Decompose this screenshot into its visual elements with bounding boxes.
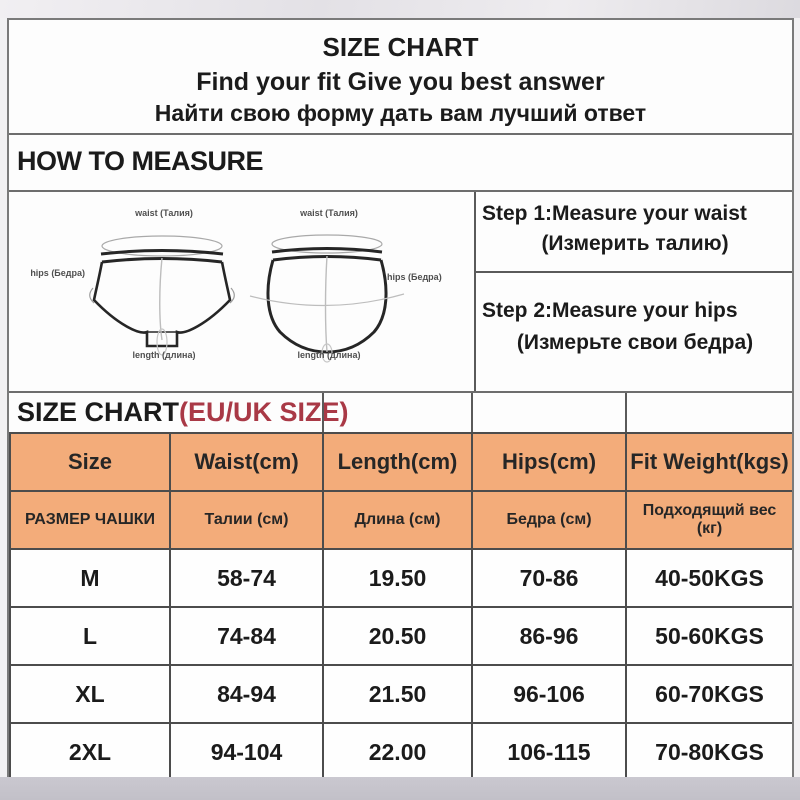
divider — [9, 190, 792, 192]
cell-hips: 106-115 — [471, 722, 627, 777]
size-chart-heading-row: SIZE CHART(EU/UK SIZE) — [9, 393, 792, 432]
heading-cell-divider — [625, 393, 627, 432]
size-table: Size Waist(cm) Length(cm) Hips(cm) Fit W… — [9, 432, 792, 777]
table-header-row-en: Size Waist(cm) Length(cm) Hips(cm) Fit W… — [9, 432, 792, 492]
size-chart-heading-red: (EU/UK SIZE) — [179, 397, 349, 427]
front-length-label: length (длина) — [132, 350, 196, 360]
cell-size: XL — [9, 664, 171, 724]
header-waist-ru: Талии (см) — [169, 490, 324, 550]
cell-hips: 96-106 — [471, 664, 627, 724]
table-row: L 74-84 20.50 86-96 50-60KGS — [9, 606, 792, 666]
cell-weight: 40-50KGS — [625, 548, 792, 608]
cell-waist: 94-104 — [169, 722, 324, 777]
front-panty-diagram — [89, 235, 235, 356]
step-2-text-en: Step 2:Measure your hips — [482, 299, 738, 322]
title-block: SIZE CHART Find your fit Give you best a… — [9, 20, 792, 133]
step-1-text-en: Step 1:Measure your waist — [482, 202, 747, 225]
cell-waist: 84-94 — [169, 664, 324, 724]
subtitle-russian: Найти свою форму дать вам лучший ответ — [154, 100, 647, 126]
cell-waist: 74-84 — [169, 606, 324, 666]
table-row: 2XL 94-104 22.00 106-115 70-80KGS — [9, 722, 792, 777]
subtitle-english: Find your fit Give you best answer — [196, 68, 605, 96]
cell-size: L — [9, 606, 171, 666]
header-size-ru: РАЗМЕР ЧАШКИ — [9, 490, 171, 550]
steps-column: Step 1:Measure your waist (Измерить тали… — [474, 192, 792, 391]
heading-cell-divider — [471, 393, 473, 432]
cell-length: 19.50 — [322, 548, 473, 608]
measure-diagram-section: waist (Талия) waist (Талия) hips (Бедра)… — [9, 192, 792, 391]
cell-hips: 86-96 — [471, 606, 627, 666]
size-chart-heading: SIZE CHART(EU/UK SIZE) — [17, 397, 349, 428]
cell-size: 2XL — [9, 722, 171, 777]
how-to-measure-heading: HOW TO MEASURE — [17, 146, 264, 176]
how-to-measure-row: HOW TO MEASURE — [9, 135, 792, 190]
size-chart-heading-black: SIZE CHART — [17, 397, 179, 427]
header-hips-ru: Бедра (см) — [471, 490, 627, 550]
back-hips-label: hips (Бедра) — [387, 272, 442, 282]
header-size: Size — [9, 432, 171, 492]
background-top-strip — [0, 0, 800, 18]
back-length-label: length (длина) — [297, 350, 361, 360]
cell-length: 21.50 — [322, 664, 473, 724]
heading-cell-divider — [322, 393, 324, 432]
header-waist: Waist(cm) — [169, 432, 324, 492]
header-length: Length(cm) — [322, 432, 473, 492]
cell-length: 22.00 — [322, 722, 473, 777]
front-waist-label: waist (Талия) — [135, 208, 193, 218]
divider — [9, 133, 792, 135]
header-weight-ru: Подходящий вес (кг) — [625, 490, 792, 550]
cell-hips: 70-86 — [471, 548, 627, 608]
header-weight: Fit Weight(kgs) — [625, 432, 792, 492]
back-panty-diagram — [249, 234, 405, 363]
step-1-text-ru: (Измерить талию) — [541, 232, 729, 255]
divider — [9, 391, 792, 393]
header-length-ru: Длина (см) — [322, 490, 473, 550]
cell-waist: 58-74 — [169, 548, 324, 608]
back-waist-label: waist (Талия) — [300, 208, 358, 218]
cell-weight: 70-80KGS — [625, 722, 792, 777]
step-2-text-ru: (Измерьте свои бедра) — [516, 331, 754, 354]
front-hips-label: hips (Бедра) — [30, 268, 85, 278]
step-1-cell: Step 1:Measure your waist (Измерить тали… — [476, 192, 792, 273]
size-chart-panel: SIZE CHART Find your fit Give you best a… — [7, 18, 794, 777]
table-header-row-ru: РАЗМЕР ЧАШКИ Талии (см) Длина (см) Бедра… — [9, 490, 792, 550]
page-title: SIZE CHART — [322, 32, 479, 62]
table-row: XL 84-94 21.50 96-106 60-70KGS — [9, 664, 792, 724]
cell-weight: 60-70KGS — [625, 664, 792, 724]
step-2-cell: Step 2:Measure your hips (Измерьте свои … — [476, 273, 792, 391]
background-bottom-strip — [0, 777, 800, 800]
header-hips: Hips(cm) — [471, 432, 627, 492]
table-row: M 58-74 19.50 70-86 40-50KGS — [9, 548, 792, 608]
cell-length: 20.50 — [322, 606, 473, 666]
cell-weight: 50-60KGS — [625, 606, 792, 666]
cell-size: M — [9, 548, 171, 608]
